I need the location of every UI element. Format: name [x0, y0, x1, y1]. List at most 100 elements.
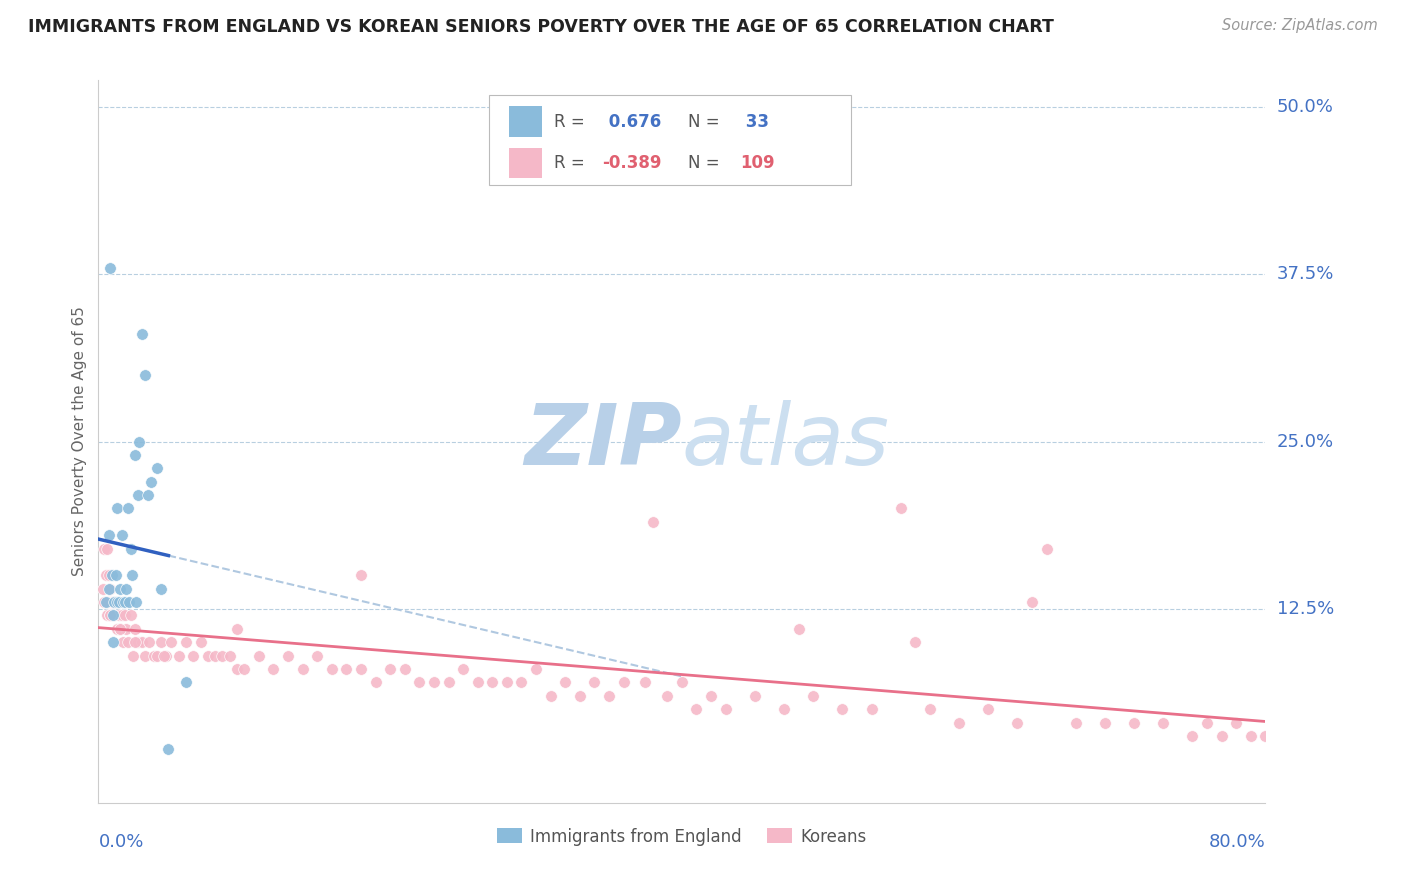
Point — [394, 662, 416, 676]
Point — [121, 568, 143, 582]
Point — [1254, 729, 1277, 743]
Point — [112, 595, 135, 609]
Point — [97, 528, 120, 542]
Point — [181, 648, 204, 663]
Point — [136, 488, 159, 502]
Point — [204, 648, 226, 663]
Point — [197, 648, 219, 663]
Point — [115, 622, 138, 636]
Point — [118, 595, 141, 609]
Point — [262, 662, 284, 676]
Text: R =: R = — [554, 112, 589, 130]
Text: 109: 109 — [741, 154, 775, 172]
Text: 12.5%: 12.5% — [1277, 599, 1334, 618]
Point — [408, 675, 430, 690]
Point — [98, 260, 121, 275]
Point — [174, 635, 197, 649]
Point — [657, 689, 679, 703]
Point — [714, 702, 737, 716]
Text: 37.5%: 37.5% — [1277, 265, 1334, 284]
Point — [190, 635, 212, 649]
Point — [481, 675, 503, 690]
Point — [101, 608, 124, 623]
Point — [1007, 715, 1029, 730]
Point — [104, 568, 127, 582]
Point — [634, 675, 657, 690]
Point — [1035, 541, 1057, 556]
Text: R =: R = — [554, 154, 589, 172]
Point — [157, 742, 180, 756]
Point — [1240, 729, 1263, 743]
Point — [1021, 595, 1043, 609]
Point — [1268, 729, 1291, 743]
Point — [134, 648, 156, 663]
Point — [142, 648, 165, 663]
Point — [120, 541, 142, 556]
Point — [700, 689, 723, 703]
Point — [124, 448, 146, 462]
Point — [218, 648, 240, 663]
Point — [277, 648, 299, 663]
Point — [127, 488, 149, 502]
Point — [524, 662, 547, 676]
Point — [93, 541, 115, 556]
Point — [124, 622, 146, 636]
Text: Source: ZipAtlas.com: Source: ZipAtlas.com — [1222, 18, 1378, 33]
Point — [111, 608, 134, 623]
Point — [641, 515, 664, 529]
Point — [94, 595, 117, 609]
Point — [114, 608, 136, 623]
Point — [1064, 715, 1087, 730]
Point — [108, 608, 131, 623]
Point — [773, 702, 796, 716]
Point — [110, 582, 132, 596]
Point — [150, 582, 173, 596]
Point — [134, 368, 156, 382]
Point — [105, 501, 128, 516]
Point — [96, 541, 118, 556]
Text: 33: 33 — [741, 112, 769, 130]
Point — [291, 662, 314, 676]
Point — [364, 675, 387, 690]
Point — [91, 582, 114, 596]
Point — [146, 648, 169, 663]
Point — [1123, 715, 1146, 730]
Point — [831, 702, 853, 716]
Bar — [509, 106, 541, 136]
Point — [101, 595, 124, 609]
Text: 0.676: 0.676 — [603, 112, 661, 130]
FancyBboxPatch shape — [489, 95, 851, 185]
Point — [105, 595, 128, 609]
Point — [97, 582, 120, 596]
Point — [128, 434, 150, 449]
Point — [112, 635, 135, 649]
Point — [131, 635, 153, 649]
Bar — [509, 148, 541, 178]
Point — [1225, 715, 1247, 730]
Point — [307, 648, 329, 663]
Legend: Immigrants from England, Koreans: Immigrants from England, Koreans — [491, 821, 873, 852]
Point — [167, 648, 190, 663]
Point — [380, 662, 402, 676]
Point — [117, 635, 139, 649]
Point — [96, 608, 118, 623]
Point — [350, 662, 373, 676]
Y-axis label: Seniors Poverty Over the Age of 65: Seniors Poverty Over the Age of 65 — [72, 307, 87, 576]
Point — [890, 501, 912, 516]
Point — [860, 702, 883, 716]
Point — [150, 635, 173, 649]
Point — [568, 689, 591, 703]
Point — [226, 662, 249, 676]
Point — [671, 675, 693, 690]
Text: N =: N = — [688, 112, 724, 130]
Point — [160, 635, 183, 649]
Point — [467, 675, 489, 690]
Point — [744, 689, 766, 703]
Point — [918, 702, 941, 716]
Point — [110, 622, 132, 636]
Point — [101, 635, 124, 649]
Point — [451, 662, 474, 676]
Point — [115, 582, 138, 596]
Point — [174, 675, 197, 690]
Point — [226, 622, 249, 636]
